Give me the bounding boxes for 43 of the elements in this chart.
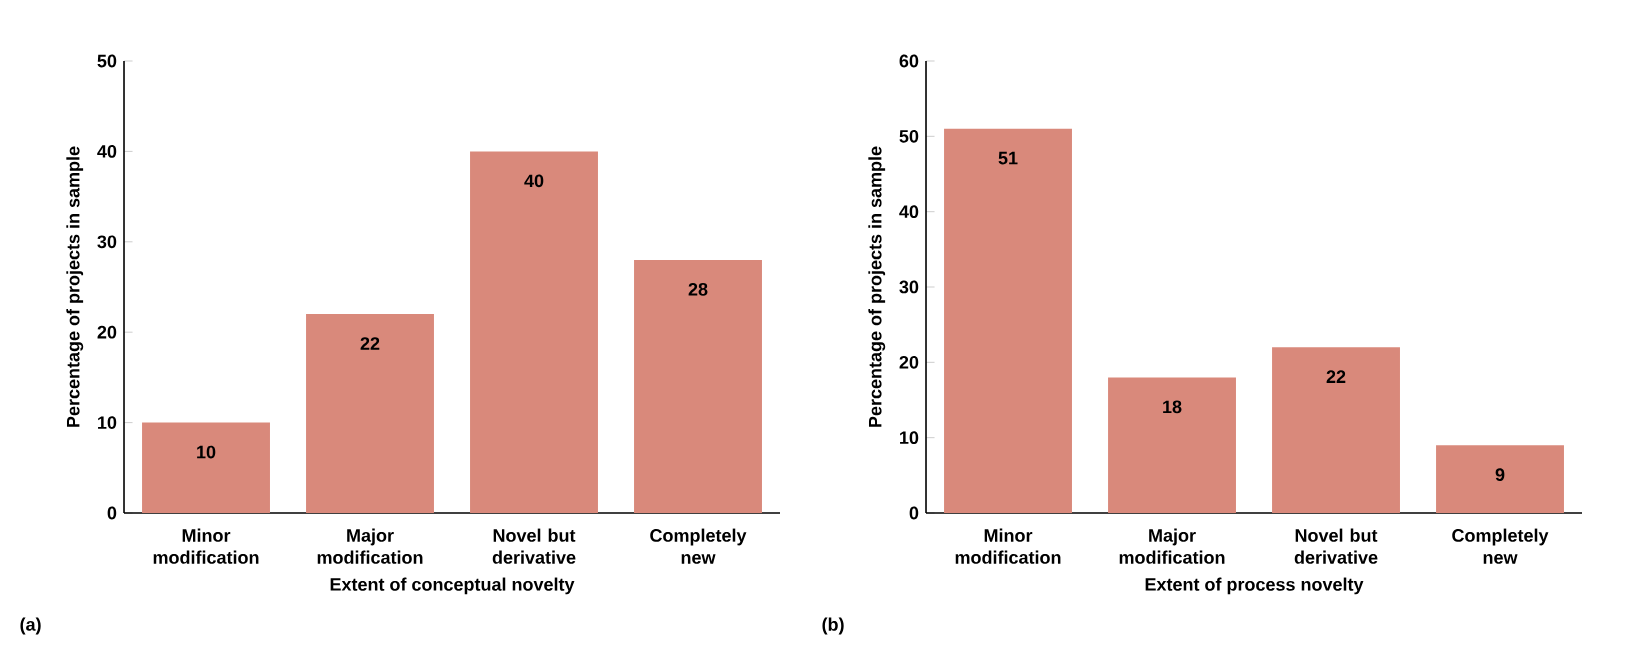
x-tick-label: Completely new [650, 528, 747, 564]
y-tick-label: 50 [899, 129, 919, 143]
y-tick-label: 50 [97, 54, 117, 68]
x-tick-label: Novel but derivative [1294, 528, 1378, 564]
y-tick-label: 0 [909, 506, 919, 520]
y-tick-label: 30 [97, 235, 117, 249]
bar [142, 422, 270, 513]
data-label: 18 [1163, 400, 1182, 414]
data-label: 22 [1326, 370, 1346, 383]
bar [1108, 377, 1236, 513]
bar [1436, 445, 1564, 513]
y-tick-label: 20 [899, 355, 919, 369]
data-label: 22 [360, 337, 380, 350]
y-tick-label: 40 [97, 145, 117, 158]
x-tick-label: Minor modification [153, 528, 259, 564]
y-tick-label: 30 [899, 280, 919, 294]
x-tick-label: Minor modification [955, 528, 1061, 564]
x-tick-label: Novel but derivative [492, 528, 576, 564]
data-label: 10 [197, 445, 216, 459]
x-tick-label: Major modification [1119, 528, 1225, 564]
data-label: 9 [1495, 468, 1505, 482]
y-tick-label: 0 [107, 506, 117, 520]
bar [306, 314, 434, 513]
x-axis-title: Extent of conceptual novelty [330, 577, 575, 595]
y-tick-label: 60 [899, 54, 919, 68]
y-tick-label: 10 [900, 431, 919, 445]
x-axis-title: Extent of process novelty [1145, 577, 1364, 595]
y-tick-label: 20 [97, 325, 117, 339]
y-tick-label: 10 [98, 416, 117, 429]
bar [470, 151, 598, 513]
data-label: 51 [998, 151, 1018, 165]
data-label: 28 [688, 282, 708, 296]
y-tick-label: 40 [899, 205, 919, 219]
bar [634, 259, 762, 513]
y-axis-title: Percentage of projects in sample [66, 146, 84, 427]
bar [1272, 347, 1400, 513]
bar [944, 128, 1072, 513]
y-axis-title: Percentage of projects in sample [868, 146, 886, 427]
text: (a) [20, 617, 41, 635]
x-tick-label: Major modification [317, 528, 423, 564]
text: (b) [822, 617, 844, 635]
x-tick-label: Completely new [1452, 528, 1549, 564]
data-label: 40 [524, 174, 544, 188]
